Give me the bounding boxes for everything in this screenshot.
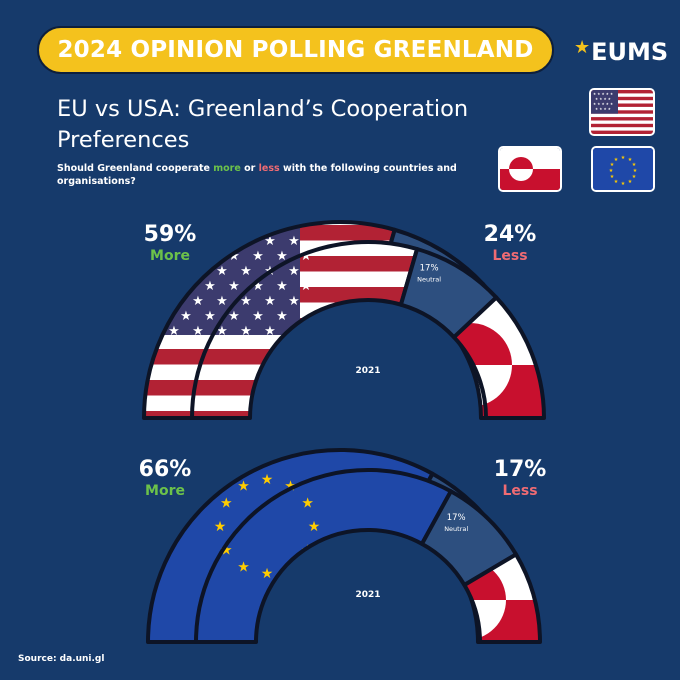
usa-less-inner-segment — [452, 295, 546, 420]
page-title: EU vs USA: Greenland’s Cooperation Prefe… — [57, 94, 557, 156]
usa-more-inner-segment — [190, 240, 420, 420]
svg-text:★ ★ ★ ★: ★ ★ ★ ★ — [595, 97, 611, 101]
svg-text:★: ★ — [610, 174, 615, 180]
greenland-flag-icon — [498, 146, 562, 192]
title-banner: 2024 OPINION POLLING GREENLAND — [37, 26, 554, 74]
usa-neutral-label: Neutral — [417, 276, 441, 284]
eums-logo: ★ EUMS — [574, 36, 668, 68]
usa-less-value: 24% — [483, 222, 537, 247]
svg-text:★: ★ — [614, 179, 619, 185]
svg-text:★ ★ ★ ★ ★: ★ ★ ★ ★ ★ — [593, 102, 613, 106]
eu-less-inner-segment — [462, 552, 542, 644]
question-more: more — [213, 163, 241, 174]
svg-text:★: ★ — [610, 162, 615, 168]
eu-less-value: 17% — [493, 457, 547, 482]
banner-title: 2024 OPINION POLLING GREENLAND — [57, 37, 534, 63]
source-note: Source: da.uni.gl — [18, 654, 105, 664]
page-title-line2: Preferences — [57, 127, 190, 153]
usa-more-value: 59% — [143, 222, 197, 247]
svg-text:★: ★ — [621, 155, 626, 161]
usa-less-stat: 24% Less — [470, 223, 550, 265]
eu-less-stat: 17% Less — [480, 458, 560, 500]
eu-neutral-value: 17% — [447, 513, 466, 523]
usa-chart: 17% Neutral 2021 — [142, 220, 546, 420]
svg-text:★: ★ — [628, 179, 633, 185]
svg-text:★: ★ — [628, 157, 633, 163]
question-text-end: with the following countries and organis… — [57, 163, 457, 187]
usa-neutral-value: 17% — [420, 264, 439, 274]
svg-text:★: ★ — [632, 174, 637, 180]
usa-flag-icon: ★ ★ ★ ★ ★ ★ ★ ★ ★ ★ ★ ★ ★ ★ ★ ★ ★ ★ — [589, 88, 655, 136]
svg-text:★: ★ — [633, 168, 638, 174]
question-text-mid: or — [240, 163, 259, 174]
star-icon: ★ — [574, 36, 591, 58]
eu-year-label: 2021 — [355, 590, 380, 600]
eu-flag-icon: ★ ★ ★ ★ ★ ★ ★ ★ ★ ★ ★ ★ — [591, 146, 655, 192]
usa-year-label: 2021 — [355, 366, 380, 376]
eu-less-label: Less — [502, 483, 538, 499]
usa-more-label: More — [150, 248, 190, 264]
logo-text: EUMS — [591, 38, 669, 66]
eu-neutral-label: Neutral — [444, 525, 468, 533]
eu-chart: 17% Neutral 2021 — [146, 448, 542, 644]
svg-text:★ ★ ★ ★ ★: ★ ★ ★ ★ ★ — [593, 92, 613, 96]
survey-question: Should Greenland cooperate more or less … — [57, 162, 487, 188]
eu-more-value: 66% — [138, 457, 192, 482]
svg-text:★: ★ — [614, 157, 619, 163]
svg-text:★: ★ — [609, 168, 614, 174]
eu-more-stat: 66% More — [125, 458, 205, 500]
question-text-start: Should Greenland cooperate — [57, 163, 214, 174]
svg-text:★: ★ — [621, 181, 626, 187]
page-title-line1: EU vs USA: Greenland’s Cooperation — [57, 96, 469, 122]
question-less: less — [258, 163, 280, 174]
svg-text:★: ★ — [632, 162, 637, 168]
usa-more-stat: 59% More — [130, 223, 210, 265]
eu-more-label: More — [145, 483, 185, 499]
usa-less-label: Less — [492, 248, 528, 264]
eu-more-inner-segment — [194, 468, 453, 644]
svg-text:★ ★ ★ ★: ★ ★ ★ ★ — [595, 107, 611, 111]
